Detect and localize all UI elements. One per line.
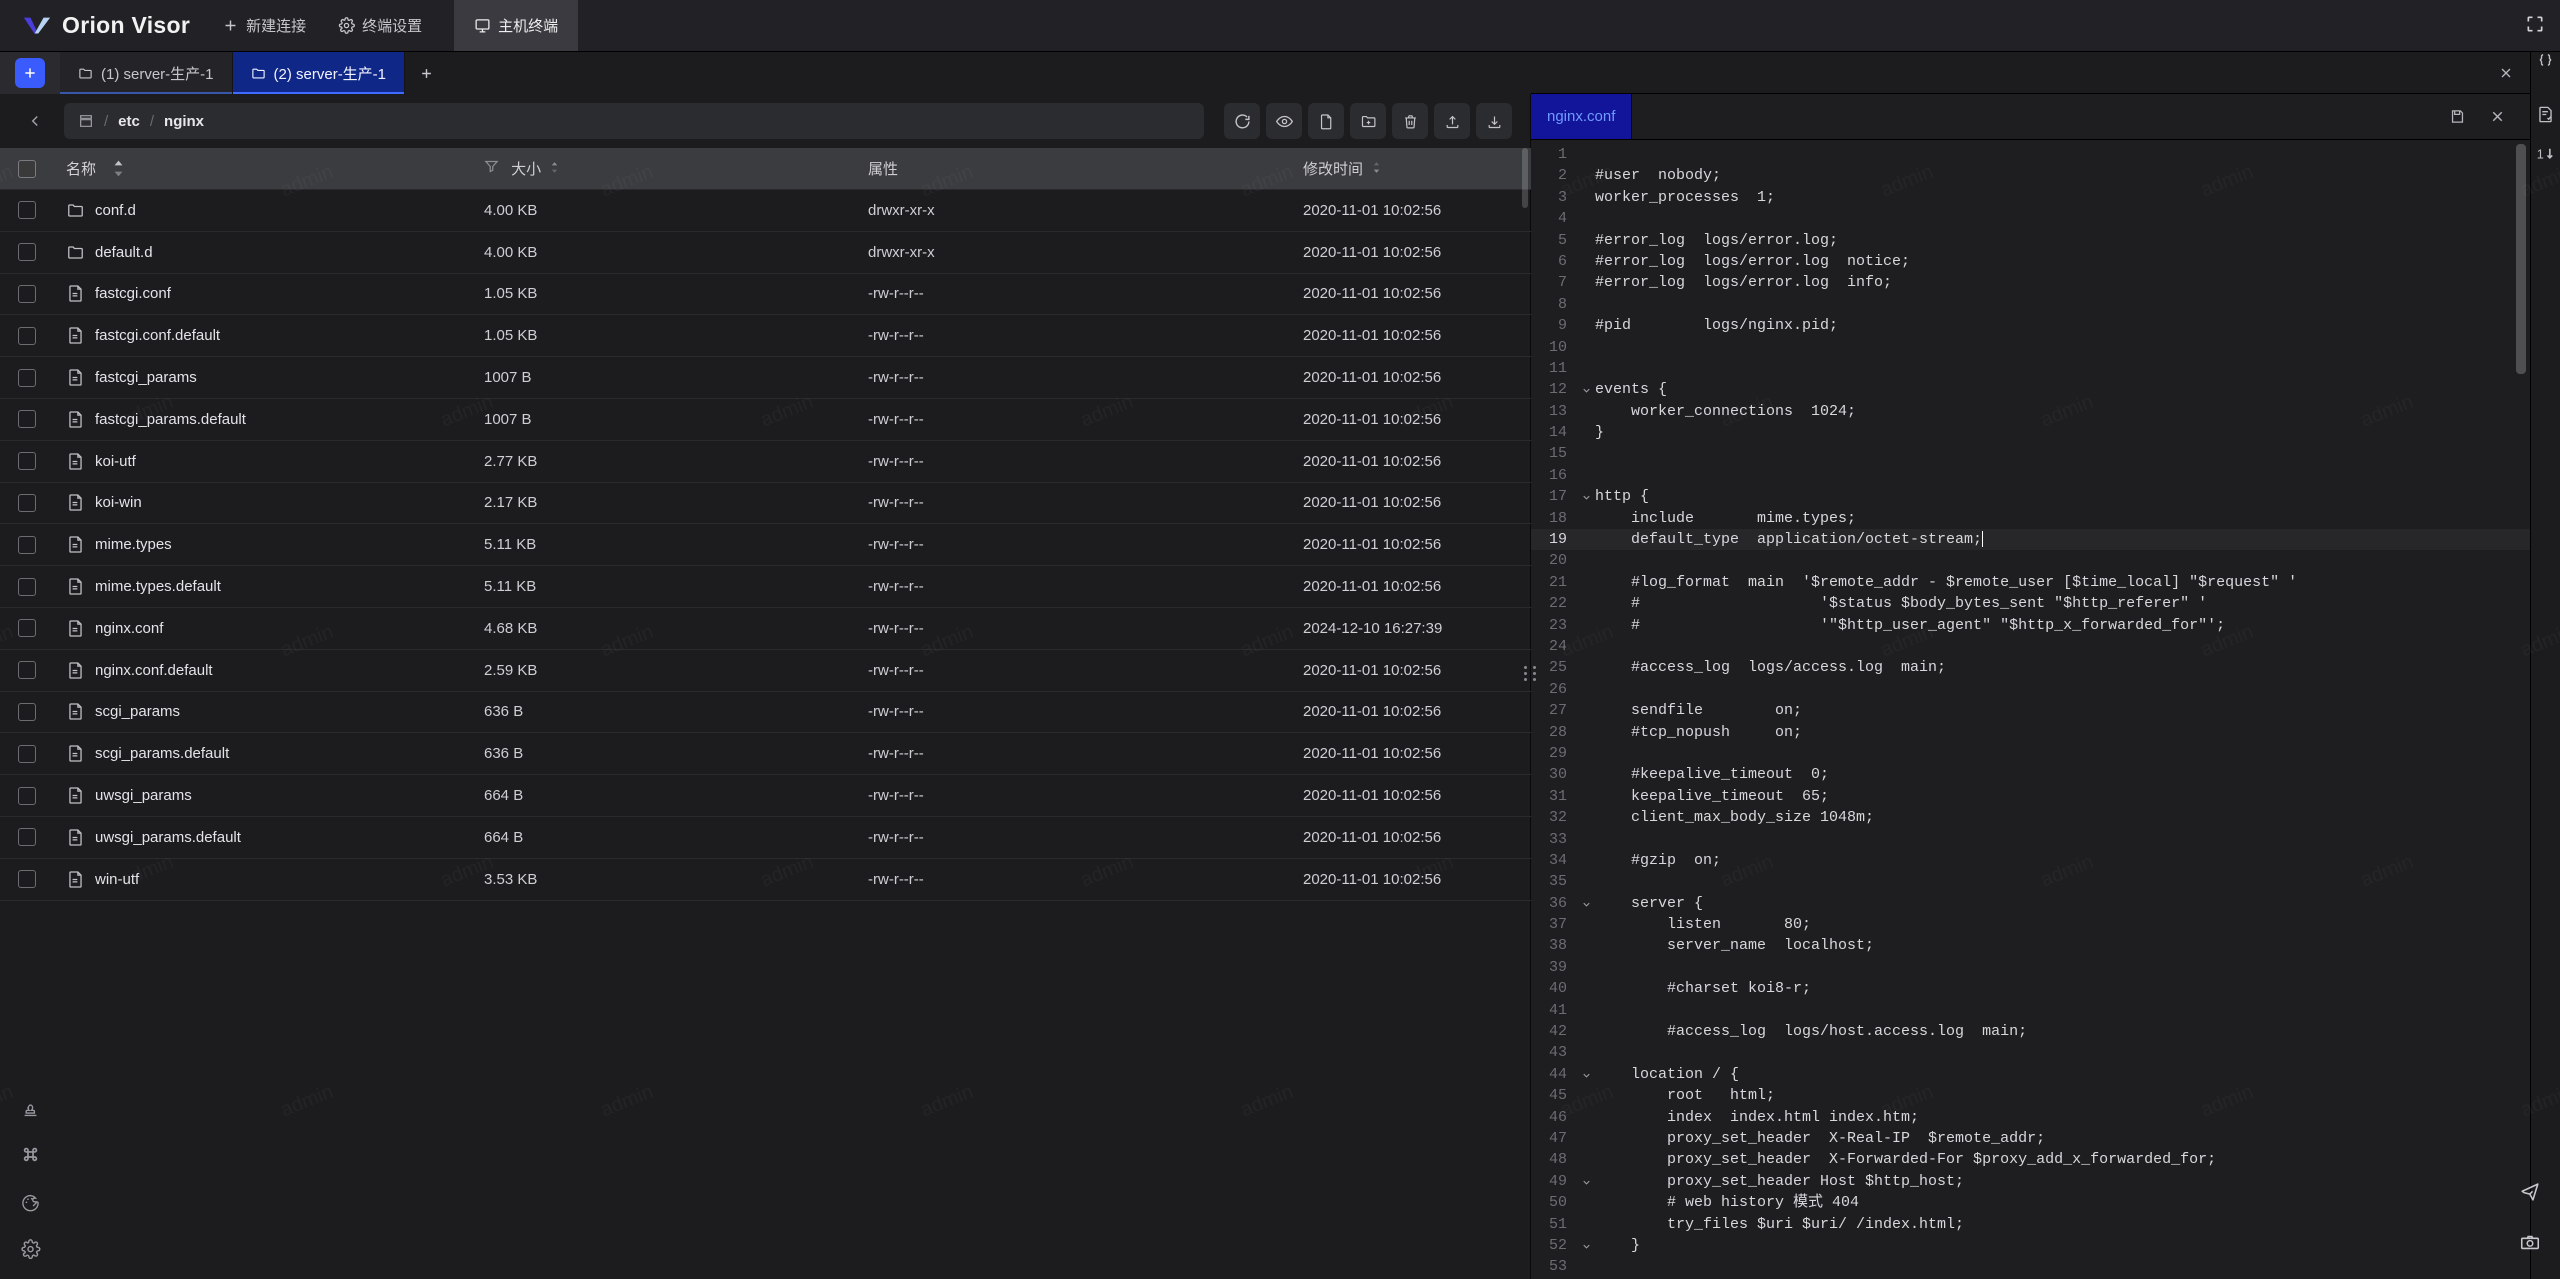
svg-text:1: 1 [2537,147,2544,161]
